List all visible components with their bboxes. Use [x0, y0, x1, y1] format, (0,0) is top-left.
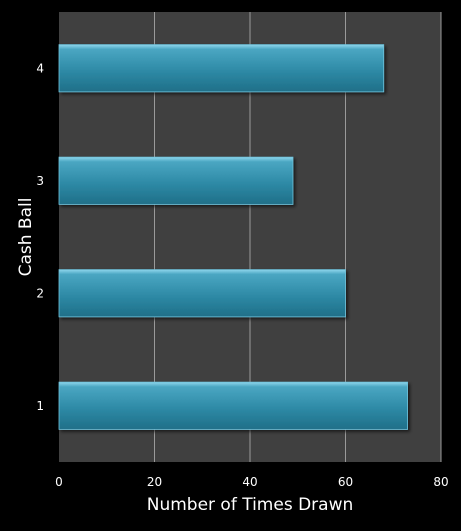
x-tick-label: 80: [433, 475, 448, 489]
bar: [58, 269, 346, 318]
bar: [58, 156, 294, 205]
y-tick-label: 2: [36, 286, 44, 300]
x-tick-label: 0: [55, 475, 63, 489]
x-axis-title: Number of Times Drawn: [147, 495, 354, 515]
y-axis-title: Cash Ball: [16, 198, 36, 277]
bars: [58, 44, 408, 430]
y-tick-label: 3: [36, 174, 44, 188]
y-tick-label: 4: [36, 61, 44, 75]
x-tick-label: 40: [242, 475, 257, 489]
y-axis-ticks: 1 2 3 4: [36, 61, 44, 413]
bar: [58, 381, 408, 430]
x-tick-label: 60: [338, 475, 353, 489]
bar: [58, 44, 385, 93]
x-axis-ticks: 0 20 40 60 80: [55, 475, 448, 489]
x-tick-label: 20: [147, 475, 162, 489]
y-tick-label: 1: [36, 399, 44, 413]
